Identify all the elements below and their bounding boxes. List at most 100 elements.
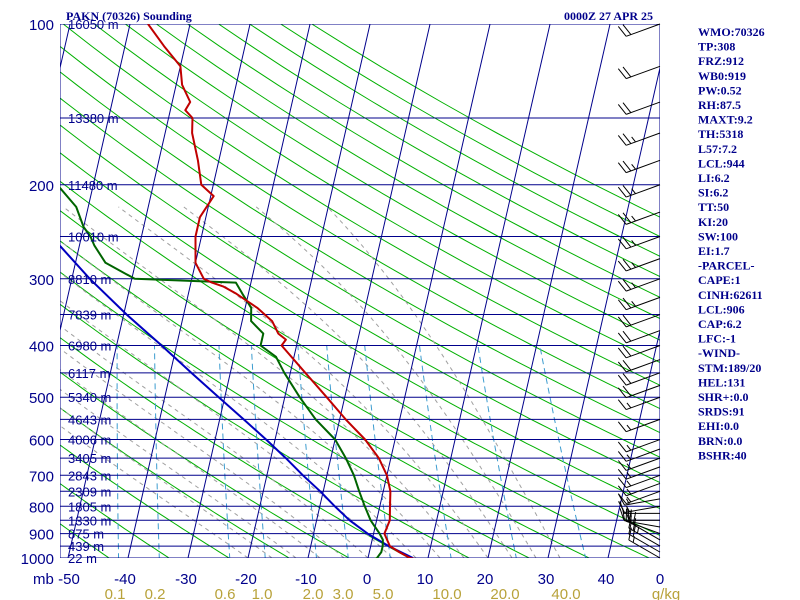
index-value: PW:0.52 xyxy=(698,83,742,97)
wind-barb-flag xyxy=(617,299,627,310)
wind-barb-flag xyxy=(617,186,627,198)
wind-barb-flag xyxy=(622,160,632,172)
wind-barb-staff xyxy=(626,482,661,497)
dry-adiabat xyxy=(60,523,110,558)
index-value: KI:20 xyxy=(698,215,728,229)
index-value: TH:5318 xyxy=(698,127,743,141)
height-label: 3405 m xyxy=(68,451,111,466)
isotherm xyxy=(67,24,191,558)
wind-barb xyxy=(617,236,661,250)
dry-adiabat xyxy=(60,271,531,558)
wind-barb xyxy=(617,384,661,399)
wind-barb-staff xyxy=(626,448,661,462)
wind-barb-staff xyxy=(626,474,661,489)
wind-barb-staff xyxy=(626,520,661,535)
wind-barb-flag xyxy=(619,508,625,521)
index-value: RH:87.5 xyxy=(698,98,741,112)
wind-barb-flag xyxy=(617,332,627,344)
wind-barb-half-flag xyxy=(631,300,636,307)
wind-barb-staff xyxy=(624,498,661,506)
pressure-label: 500 xyxy=(29,390,54,407)
index-value: FRZ:912 xyxy=(698,54,744,68)
index-value: STM:189/20 xyxy=(698,361,761,375)
wind-barb-staff xyxy=(626,418,661,433)
index-value: TP:308 xyxy=(698,40,735,54)
wind-barb-staff xyxy=(626,65,661,80)
isotherm xyxy=(487,24,611,558)
wind-barb-flag xyxy=(617,104,627,115)
pressure-label: 800 xyxy=(29,499,54,516)
mixing-ratio-line xyxy=(297,345,318,558)
dewpoint-trace xyxy=(60,186,384,558)
wind-barb-flag xyxy=(617,26,627,37)
mixing-ratio-line xyxy=(154,345,160,558)
wind-barb-flag xyxy=(622,66,632,78)
wind-barb-flag xyxy=(622,359,632,371)
mixing-ratio-label: 0.2 xyxy=(145,586,166,600)
moist-adiabat xyxy=(60,325,369,558)
wind-barb xyxy=(617,101,661,115)
sounding-time: 0000Z 27 APR 25 xyxy=(564,9,653,23)
wind-barb-flag xyxy=(622,314,632,326)
temperature-tick-label: 20 xyxy=(477,571,494,588)
wind-barb-flag xyxy=(622,279,632,290)
wind-barb xyxy=(617,278,661,292)
wind-barb-staff xyxy=(626,396,661,411)
moist-adiabat xyxy=(62,206,465,558)
index-value: BRN:0.0 xyxy=(698,434,742,448)
pressure-label: 600 xyxy=(29,433,54,450)
height-label: 1330 m xyxy=(68,513,111,528)
wind-barb-staff xyxy=(626,258,661,272)
mixing-ratio-line xyxy=(477,345,517,558)
wind-barb-staff xyxy=(626,23,661,37)
temperature-tick-label: 0 xyxy=(656,571,664,588)
wind-barb-staff xyxy=(626,384,661,399)
wind-barb-half-flag xyxy=(631,240,636,246)
wind-barb xyxy=(617,482,661,497)
wind-barb-staff xyxy=(628,533,661,553)
temperature-tick-label: -30 xyxy=(175,571,197,588)
wind-barb-staff xyxy=(626,184,661,198)
height-label: 875 m xyxy=(68,527,104,542)
moist-adiabat xyxy=(60,369,321,558)
dry-adiabat xyxy=(60,371,351,558)
wind-barb-half-flag xyxy=(626,480,632,487)
height-label: 2843 m xyxy=(68,468,111,483)
index-value: -PARCEL- xyxy=(698,259,754,273)
wind-barb xyxy=(617,457,661,471)
temperature-axis: mb -50 -40 -30 -20 -10 0 10 20 30 40 0 xyxy=(33,571,664,588)
height-label: 439 m xyxy=(68,539,104,554)
index-value: CAPE:1 xyxy=(698,273,741,287)
dry-adiabat xyxy=(60,482,171,558)
height-label: 22 m xyxy=(68,551,97,566)
dry-adiabat xyxy=(60,71,660,434)
wind-barb-flag xyxy=(618,501,625,513)
height-label: 11480 m xyxy=(68,178,118,193)
wind-barb-staff xyxy=(626,159,661,174)
wind-barb-flag xyxy=(617,162,627,173)
dry-adiabat xyxy=(60,152,660,510)
wind-barb-flag xyxy=(622,185,632,196)
wind-barb-staff xyxy=(626,236,661,250)
dry-adiabat xyxy=(187,24,660,298)
wind-barb-flag xyxy=(617,280,627,292)
height-label: 6980 m xyxy=(68,339,111,354)
wind-barb xyxy=(618,501,661,513)
wind-barb xyxy=(617,418,661,433)
wind-barb xyxy=(617,439,661,453)
wind-barb-half-flag xyxy=(631,215,636,222)
wind-barb-staff xyxy=(626,345,661,359)
mixing-ratio-label: 3.0 xyxy=(333,586,354,600)
wind-barb-staff xyxy=(626,490,661,505)
wind-barb-flag xyxy=(617,441,627,453)
wind-barb-flag xyxy=(622,133,632,144)
mixing-ratio-line xyxy=(250,345,266,558)
temperature-tick-label: -20 xyxy=(235,571,257,588)
wind-barb-flag xyxy=(622,345,632,357)
wind-barb xyxy=(617,65,661,80)
moist-adiabat xyxy=(60,348,345,558)
index-value: EHI:0.0 xyxy=(698,419,739,433)
mixing-ratio-label: 0.1 xyxy=(105,586,126,600)
dry-adiabat xyxy=(62,24,660,386)
